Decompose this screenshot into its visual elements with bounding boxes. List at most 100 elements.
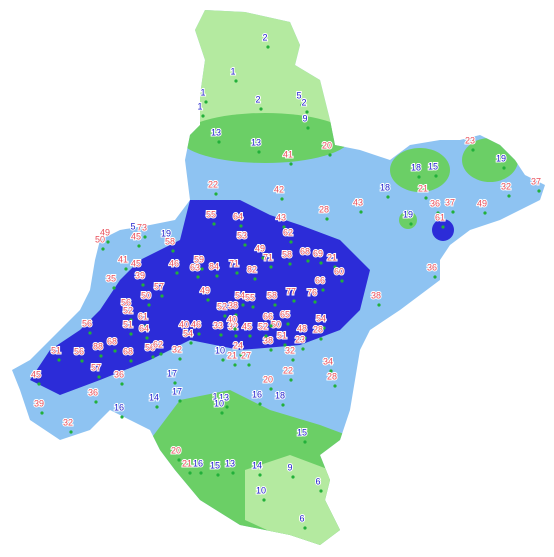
station-label: 1: [200, 87, 205, 97]
station-label: 13: [219, 392, 229, 402]
station-label: 5: [130, 221, 135, 231]
station-label: 57: [91, 362, 101, 372]
station-label: 55: [206, 209, 216, 219]
station-dot: [269, 324, 273, 328]
station-dot: [247, 363, 251, 367]
station-dot: [306, 259, 310, 263]
station-dot: [197, 332, 201, 336]
station-label: 36: [430, 198, 440, 208]
station-dot: [106, 240, 110, 244]
station-label: 61: [435, 212, 445, 222]
station-dot: [235, 271, 239, 275]
station-dot: [258, 473, 262, 477]
station-dot: [303, 440, 307, 444]
station-label: 10: [215, 345, 225, 355]
station-dot: [321, 288, 325, 292]
station-label: 48: [297, 323, 307, 333]
station-label: 22: [208, 179, 218, 189]
station-dot: [239, 224, 243, 228]
station-label: 65: [280, 309, 290, 319]
station-dot: [137, 244, 141, 248]
station-label: 37: [531, 176, 541, 186]
station-label: 51: [123, 319, 133, 329]
station-label: 32: [501, 181, 511, 191]
station-label: 17: [167, 368, 177, 378]
station-label: 57: [154, 281, 164, 291]
station-dot: [451, 210, 455, 214]
station-label: 28: [319, 204, 329, 214]
zone-green: [390, 148, 450, 192]
station-label: 5: [296, 90, 301, 100]
station-dot: [171, 249, 175, 253]
station-dot: [273, 303, 277, 307]
station-label: 49: [255, 243, 265, 253]
station-dot: [300, 103, 304, 107]
station-dot: [204, 100, 208, 104]
station-dot: [269, 348, 273, 352]
station-dot: [212, 222, 216, 226]
station-dot: [328, 153, 332, 157]
station-dot: [201, 114, 205, 118]
station-label: 73: [137, 222, 147, 232]
station-dot: [305, 110, 309, 114]
station-dot: [134, 234, 138, 238]
station-dot: [233, 363, 237, 367]
station-label: 69: [313, 248, 323, 258]
station-label: 41: [118, 254, 128, 264]
station-dot: [409, 222, 413, 226]
station-label: 45: [131, 258, 141, 268]
station-dot: [269, 387, 273, 391]
station-dot: [216, 473, 220, 477]
station-label: 54: [316, 313, 326, 323]
station-dot: [502, 166, 506, 170]
station-label: 39: [34, 398, 44, 408]
station-dot: [206, 298, 210, 302]
zone-green: [180, 113, 350, 163]
station-label: 15: [428, 161, 438, 171]
station-dot: [340, 279, 344, 283]
station-dot: [291, 475, 295, 479]
station-dot: [167, 241, 171, 245]
station-dot: [283, 343, 287, 347]
station-dot: [319, 261, 323, 265]
station-label: 9: [302, 113, 307, 123]
station-dot: [145, 336, 149, 340]
station-dot: [262, 498, 266, 502]
station-dot: [234, 313, 238, 317]
station-dot: [219, 333, 223, 337]
station-dot: [137, 271, 141, 275]
station-label: 1: [212, 391, 217, 401]
station-label: 13: [251, 137, 261, 147]
station-dot: [286, 322, 290, 326]
station-dot: [436, 211, 440, 215]
station-label: 2: [262, 32, 267, 42]
station-dot: [112, 286, 116, 290]
station-dot: [292, 299, 296, 303]
station-dot: [57, 358, 61, 362]
station-label: 50: [141, 290, 151, 300]
station-label: 16: [252, 389, 262, 399]
station-dot: [175, 271, 179, 275]
station-label: 1: [197, 101, 202, 111]
station-dot: [289, 378, 293, 382]
station-label: 6: [315, 476, 320, 486]
station-label: 84: [209, 261, 219, 271]
station-label: 21: [227, 350, 237, 360]
station-label: 40: [179, 319, 189, 329]
station-label: 51: [51, 345, 61, 355]
station-label: 21: [182, 458, 192, 468]
station-dot: [288, 262, 292, 266]
station-dot: [282, 225, 286, 229]
station-label: 1: [230, 66, 235, 76]
station-label: 23: [295, 334, 305, 344]
station-dot: [253, 277, 257, 281]
station-label: 32: [63, 417, 73, 427]
station-label: 27: [241, 350, 251, 360]
station-label: 36: [427, 262, 437, 272]
station-dot: [144, 324, 148, 328]
station-label: 13: [211, 127, 221, 137]
station-label: 58: [267, 290, 277, 300]
